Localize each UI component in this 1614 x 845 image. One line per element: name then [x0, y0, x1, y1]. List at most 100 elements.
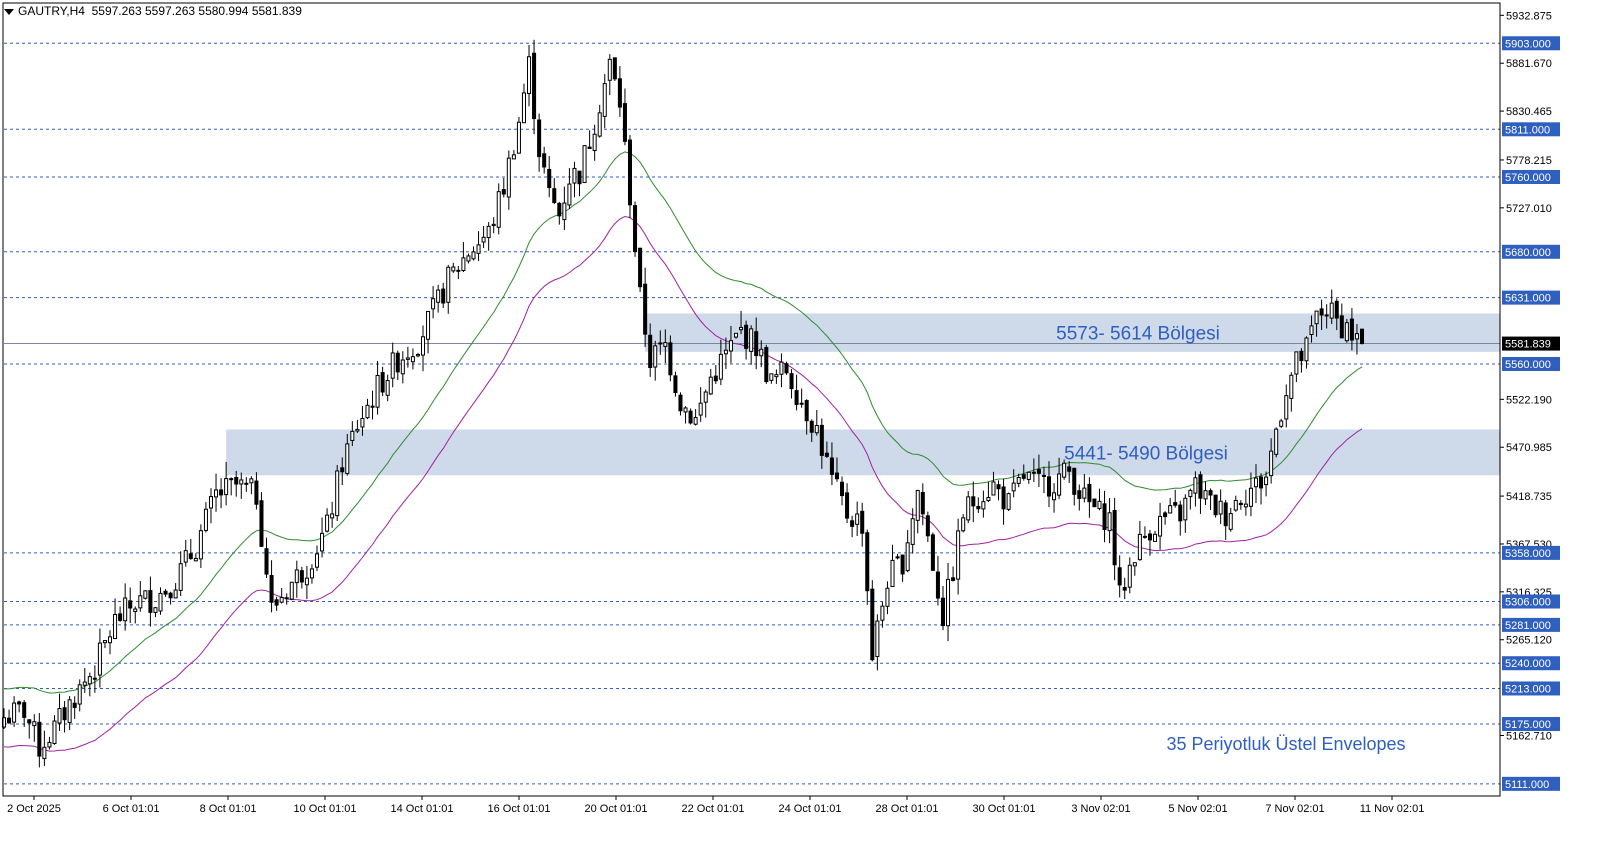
envelopes-layer [3, 151, 1363, 752]
candle [542, 146, 547, 174]
candle [198, 524, 203, 568]
candle [420, 325, 426, 372]
candle [350, 421, 355, 447]
y-tick-label-11: 5162.710 [1506, 730, 1552, 742]
candle-body [1057, 473, 1062, 496]
candle [1062, 459, 1067, 480]
candles-layer [1, 39, 1365, 768]
candle [400, 351, 405, 384]
candle-body [834, 472, 839, 480]
candle [1329, 289, 1334, 325]
level-label-8: 5281.000 [1505, 620, 1551, 632]
candle-body [900, 554, 905, 575]
candle [1344, 318, 1349, 343]
candle [294, 560, 299, 598]
candle [1198, 471, 1203, 514]
candle [97, 628, 102, 688]
y-tick-label-10: 5265.120 [1506, 635, 1552, 647]
candle [1147, 529, 1152, 556]
candle [431, 286, 436, 319]
candle [789, 369, 794, 399]
candle-body [1294, 351, 1299, 375]
candle [1026, 471, 1031, 484]
candle [1243, 489, 1248, 516]
candle-body [1097, 500, 1102, 510]
candle-body [1036, 469, 1041, 474]
x-tick-label-5: 16 Oct 01:01 [488, 803, 551, 815]
candle [1163, 511, 1168, 525]
dropdown-triangle-icon[interactable] [4, 8, 14, 15]
candle [1188, 488, 1193, 510]
candle-body [855, 513, 860, 525]
candle-body [395, 352, 400, 373]
candle-body [128, 600, 133, 609]
candle [703, 389, 708, 418]
candle [309, 564, 314, 584]
candle [723, 337, 728, 370]
x-tick-label-10: 30 Oct 01:01 [973, 803, 1036, 815]
candle [239, 472, 244, 499]
candle-body [749, 328, 754, 352]
candle [951, 566, 956, 582]
ohlc-high: 5597.263 [145, 4, 196, 18]
x-tick-label-6: 20 Oct 01:01 [585, 803, 648, 815]
candle [1269, 438, 1274, 484]
candle [552, 178, 557, 205]
candle-body [744, 324, 749, 349]
candle [1253, 464, 1258, 504]
candle [1127, 557, 1132, 594]
candle [259, 492, 264, 547]
candle [138, 581, 143, 612]
candle-body [961, 517, 966, 532]
candle-body [764, 347, 769, 383]
x-tick-label-13: 7 Nov 02:01 [1265, 803, 1324, 815]
candle [1036, 454, 1041, 487]
candle-body [214, 489, 219, 498]
candle-body [1253, 477, 1258, 488]
candle-body [491, 223, 496, 226]
candle [380, 366, 385, 397]
candle-body [133, 608, 138, 613]
candle-body [1147, 533, 1152, 541]
candle-body [415, 354, 420, 357]
candle-body [663, 342, 668, 347]
candle-body [1173, 502, 1178, 506]
candle [688, 408, 693, 425]
candle [436, 284, 441, 313]
candle [496, 183, 501, 235]
candle [562, 186, 567, 231]
candle-body [314, 553, 320, 568]
x-tick-label-2: 8 Oct 01:01 [200, 803, 257, 815]
zone-rect-1 [226, 429, 1501, 476]
candle-body [956, 530, 961, 580]
candle [1279, 418, 1284, 429]
candle [481, 225, 486, 248]
candle [698, 387, 703, 422]
candle-body [648, 334, 653, 368]
candle [17, 700, 22, 713]
candle-body [77, 684, 82, 705]
candle-body [622, 103, 627, 142]
candle-body [294, 569, 299, 584]
candle [769, 373, 774, 384]
level-label-1: 5811.000 [1505, 124, 1550, 136]
candle [981, 490, 986, 518]
level-label-2: 5760.000 [1505, 172, 1551, 184]
level-label-0: 5903.000 [1505, 38, 1551, 50]
candle [1309, 315, 1314, 343]
candle-body [1046, 476, 1052, 497]
candle-body [562, 202, 567, 221]
candle-body [607, 58, 612, 81]
candle [1178, 500, 1183, 536]
candle [32, 714, 37, 742]
candle-body [37, 721, 42, 757]
candle [663, 329, 668, 364]
candle-body [784, 363, 789, 374]
candle-body [789, 373, 794, 390]
candle [1183, 494, 1188, 533]
candle [491, 217, 496, 234]
zone-label-0: 5573- 5614 Bölgesi [1056, 324, 1220, 345]
x-tick-label-3: 10 Oct 01:01 [294, 803, 357, 815]
candle [279, 588, 284, 604]
